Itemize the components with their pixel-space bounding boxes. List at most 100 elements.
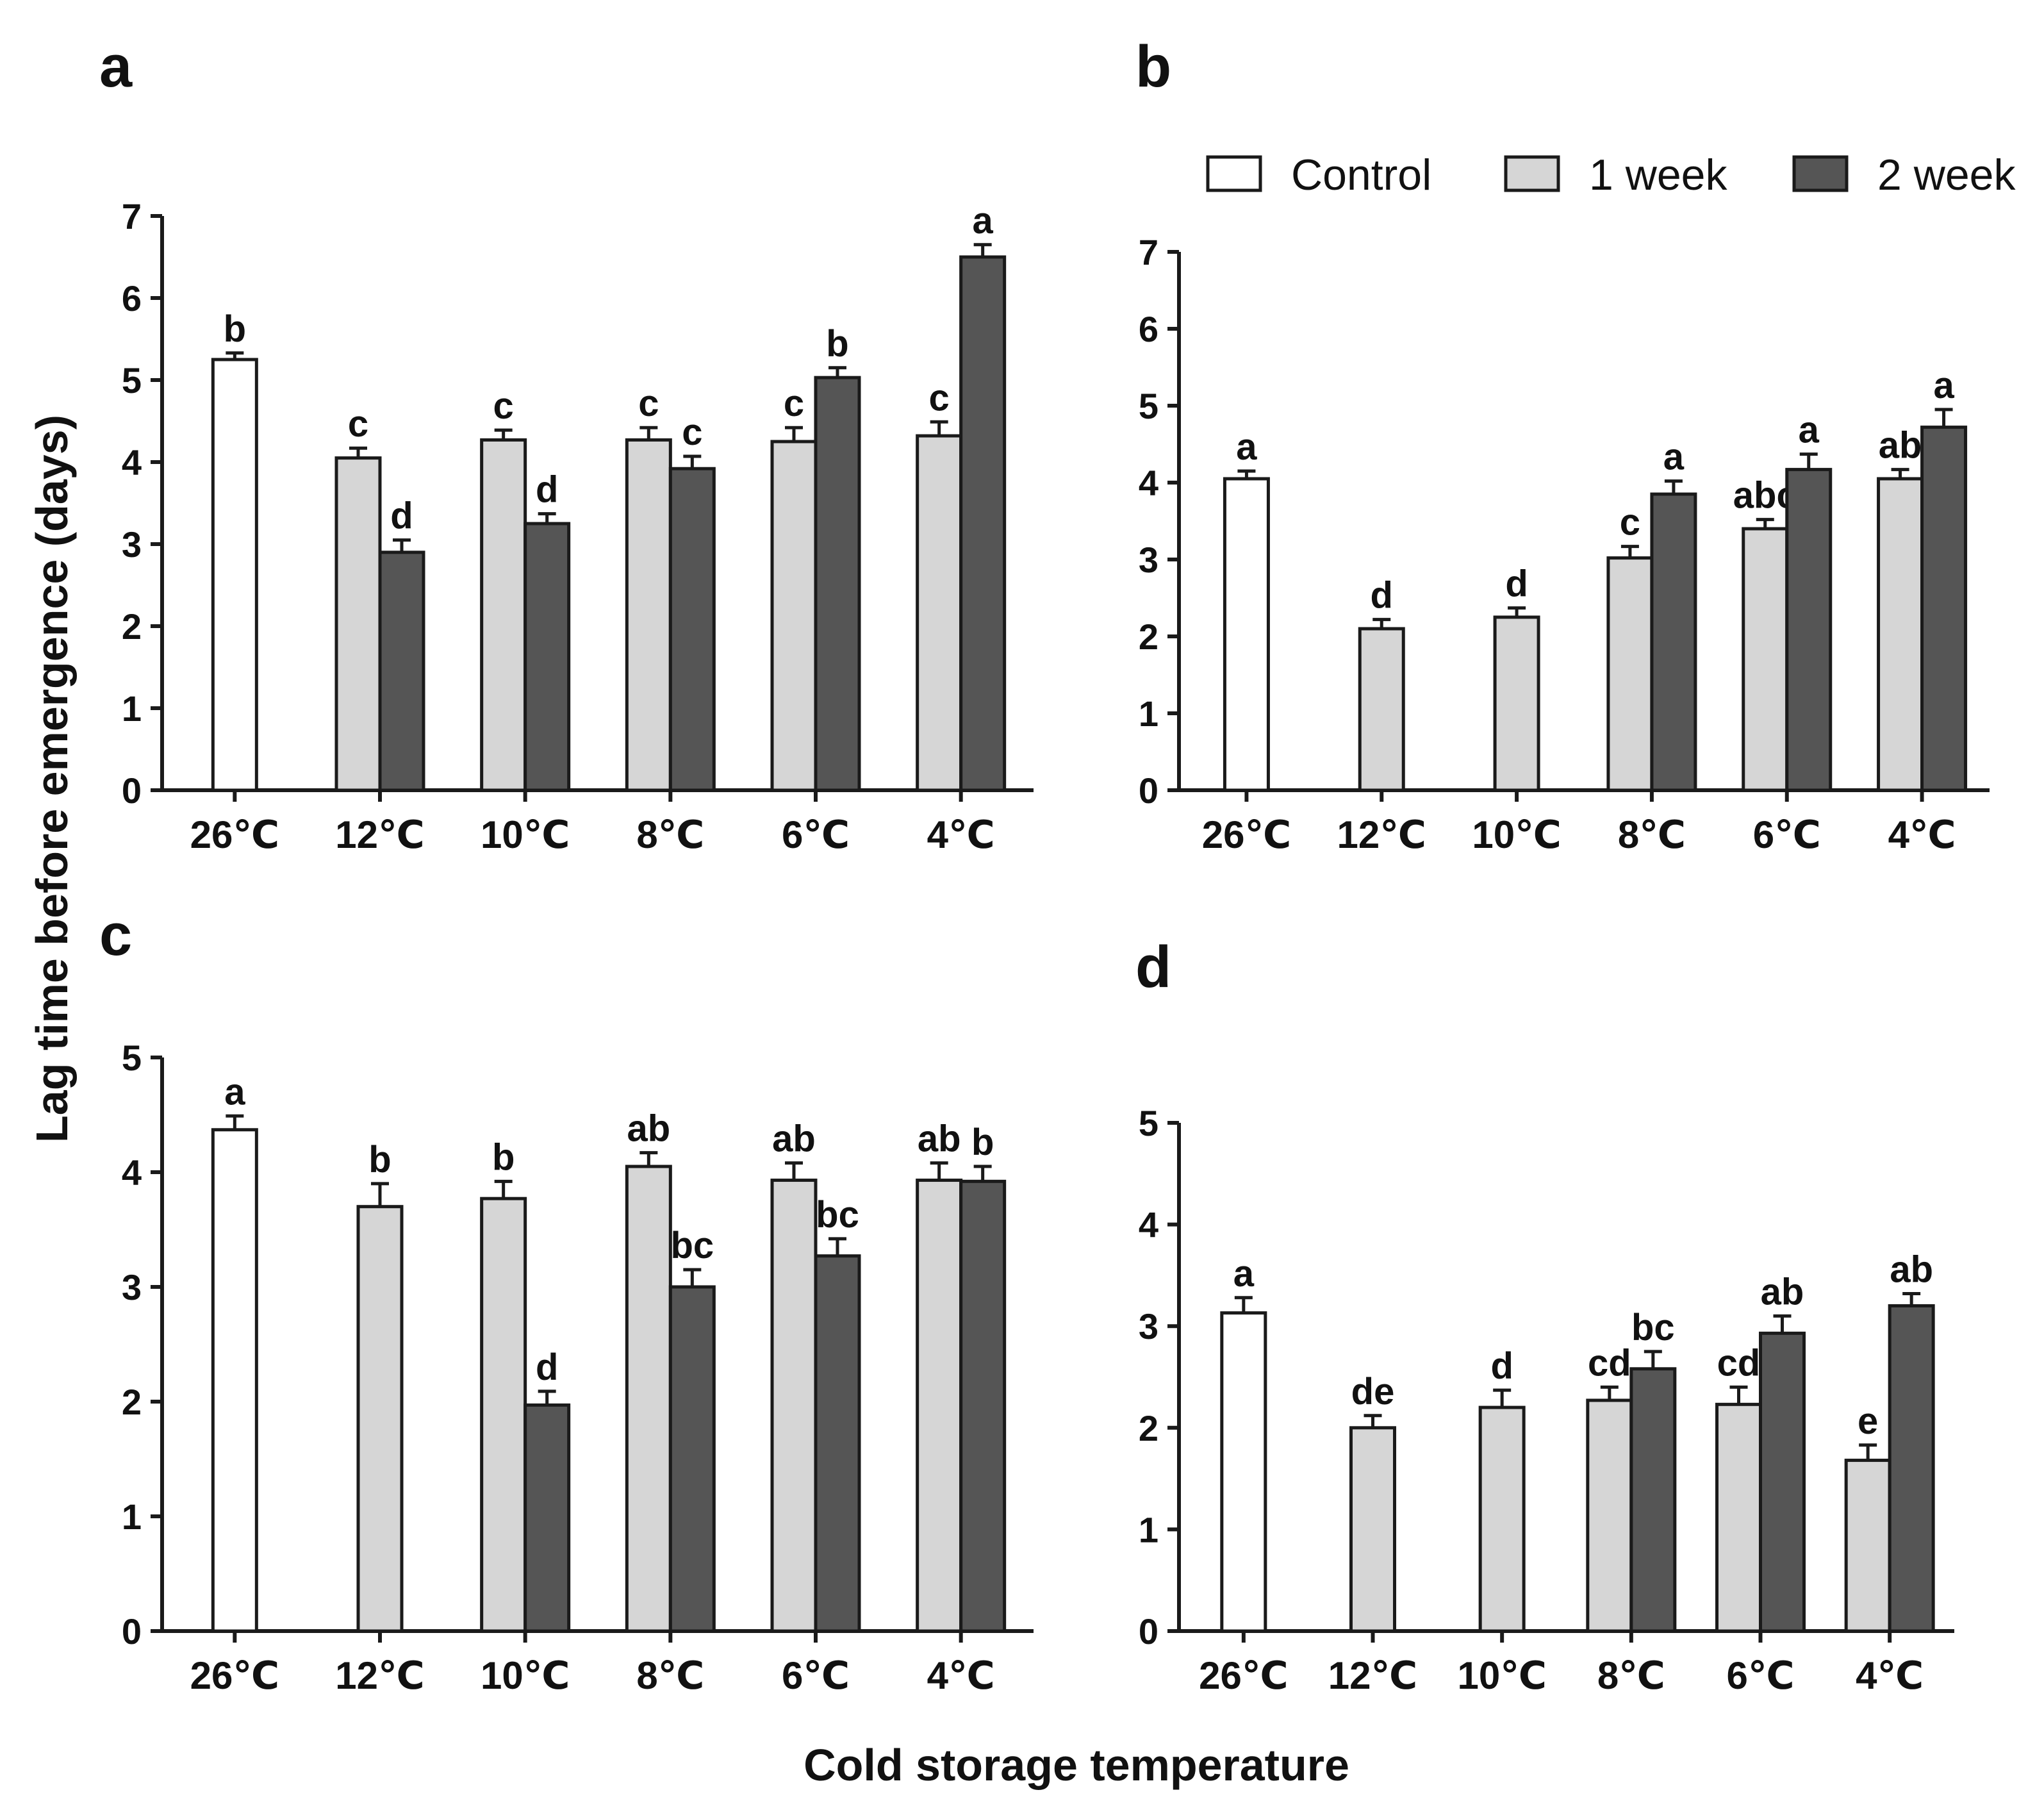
bar-1-week-8c: [625, 438, 672, 792]
x-tick-label-12c: 12℃: [335, 813, 424, 856]
bar-2-week-6c: [1759, 1331, 1806, 1633]
y-tick-label: 2: [122, 606, 142, 647]
legend-label-1-week: 1 week: [1589, 151, 1727, 199]
y-tick-label: 4: [122, 442, 142, 483]
sig-label-2-week-6c: bc: [816, 1194, 859, 1236]
bar-2-week-4c: [959, 255, 1007, 792]
panel-letter-b: b: [1135, 34, 1171, 99]
sig-label-2-week-6c: ab: [1761, 1271, 1804, 1313]
sig-label-2-week-4c: b: [971, 1122, 994, 1163]
error-bar-control-26c: [1237, 469, 1256, 479]
bar-1-week-4c: [916, 434, 963, 792]
y-tick-label: 1: [1139, 1509, 1158, 1550]
y-tick-label: 0: [122, 1611, 142, 1652]
x-tick-label-6c: 6℃: [1726, 1654, 1794, 1697]
x-tick-label-26c: 26℃: [190, 813, 279, 856]
y-tick-label: 4: [1139, 1205, 1158, 1245]
sig-label-2-week-4c: ab: [1890, 1248, 1933, 1290]
y-tick-label: 1: [122, 688, 142, 729]
bar-2-week-8c: [668, 467, 716, 792]
x-tick-label-4c: 4℃: [1888, 813, 1956, 856]
sig-label-1-week-10c: d: [1505, 563, 1528, 605]
sig-label-control-26c: a: [1233, 1253, 1255, 1295]
error-bar-1-week-10c: [494, 428, 513, 440]
bar-2-week-10c: [523, 1403, 571, 1633]
bar-1-week-6c: [770, 440, 818, 792]
bar-1-week-8c: [1586, 1398, 1633, 1633]
bar-1-week-12c: [356, 1205, 404, 1633]
bar-1-week-12c: [1349, 1426, 1396, 1633]
sig-label-1-week-10c: c: [493, 385, 514, 427]
bar-2-week-6c: [814, 376, 861, 792]
sig-label-2-week-4c: a: [1933, 365, 1954, 406]
bar-2-week-12c: [378, 551, 425, 792]
sig-label-1-week-6c: c: [784, 383, 804, 424]
bar-control-26c: [211, 358, 258, 792]
error-bar-control-26c: [1234, 1296, 1253, 1313]
bar-2-week-4c: [1920, 426, 1968, 792]
error-bar-1-week-4c: [930, 1161, 948, 1181]
x-tick-label-4c: 4℃: [927, 813, 995, 856]
error-bar-1-week-12c: [349, 446, 367, 458]
x-tick-label-4c: 4℃: [1856, 1654, 1924, 1697]
sig-label-2-week-12c: d: [390, 495, 413, 537]
legend-swatch-control: [1206, 155, 1262, 192]
y-tick-label: 6: [122, 278, 142, 319]
sig-label-1-week-8c: c: [1620, 502, 1640, 543]
error-bar-1-week-4c: [1859, 1443, 1877, 1461]
y-tick-label: 0: [1139, 1611, 1158, 1652]
sig-label-2-week-10c: d: [536, 1347, 558, 1388]
sig-label-2-week-8c: c: [682, 411, 702, 453]
sig-label-control-26c: b: [224, 308, 246, 350]
x-tick-label-8c: 8℃: [1597, 1654, 1665, 1697]
error-bar-2-week-6c: [1773, 1314, 1792, 1334]
sig-label-1-week-10c: b: [492, 1136, 515, 1178]
x-tick-label-10c: 10℃: [481, 1654, 570, 1697]
panel-letter-d: d: [1135, 934, 1171, 1000]
bar-1-week-10c: [1478, 1405, 1526, 1633]
sig-label-2-week-8c: a: [1663, 436, 1685, 478]
sig-label-1-week-4c: e: [1858, 1400, 1878, 1442]
y-tick-label: 3: [1139, 540, 1158, 580]
error-bar-1-week-10c: [1508, 606, 1526, 617]
error-bar-2-week-4c: [973, 1164, 992, 1182]
y-tick-label: 3: [122, 1267, 142, 1307]
sig-label-1-week-6c: ab: [772, 1118, 816, 1160]
error-bar-1-week-12c: [371, 1182, 389, 1207]
legend-swatch-2-week: [1792, 155, 1849, 192]
sig-label-1-week-12c: d: [1371, 575, 1393, 617]
y-tick-label: 7: [1139, 232, 1158, 272]
sig-label-2-week-6c: a: [1799, 410, 1820, 451]
error-bar-2-week-10c: [538, 1389, 556, 1405]
error-bar-1-week-12c: [1372, 618, 1391, 629]
bar-1-week-8c: [625, 1164, 672, 1633]
y-tick-label: 6: [1139, 309, 1158, 349]
sig-label-2-week-8c: bc: [670, 1225, 714, 1266]
legend: Control 1 week 2 week: [1206, 151, 2016, 199]
error-bar-1-week-8c: [1600, 1385, 1619, 1400]
y-tick-label: 2: [1139, 617, 1158, 657]
sig-label-2-week-4c: a: [973, 200, 994, 242]
sig-label-1-week-4c: ab: [1879, 425, 1922, 467]
error-bar-control-26c: [226, 1114, 244, 1130]
sig-label-1-week-8c: c: [638, 383, 659, 424]
bar-2-week-4c: [959, 1179, 1007, 1633]
error-bar-1-week-12c: [1364, 1414, 1382, 1428]
x-tick-label-8c: 8℃: [636, 1654, 704, 1697]
x-axis-title: Cold storage temperature: [804, 1740, 1349, 1790]
y-tick-label: 1: [122, 1496, 142, 1537]
sig-label-2-week-10c: d: [536, 469, 558, 511]
error-bar-1-week-6c: [1756, 518, 1774, 529]
bar-control-26c: [1223, 477, 1270, 792]
bar-2-week-8c: [668, 1285, 716, 1633]
error-bar-2-week-8c: [683, 1268, 702, 1287]
legend-label-2-week: 2 week: [1877, 151, 2016, 199]
bar-1-week-4c: [916, 1179, 963, 1633]
error-bar-2-week-4c: [973, 243, 992, 257]
sig-label-1-week-12c: b: [368, 1139, 391, 1181]
sig-label-1-week-12c: de: [1351, 1371, 1395, 1413]
error-bar-control-26c: [226, 351, 244, 360]
